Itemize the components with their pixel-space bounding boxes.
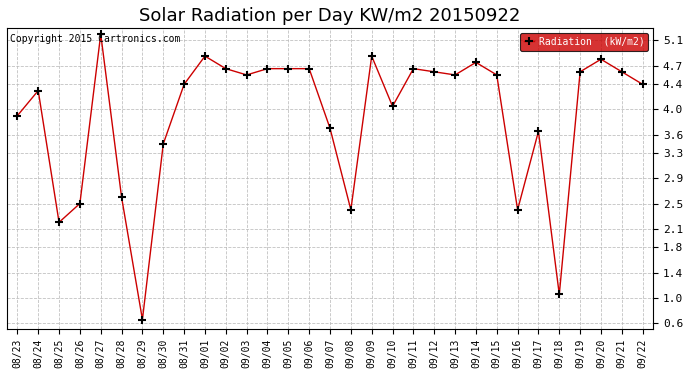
Text: Copyright 2015 Cartronics.com: Copyright 2015 Cartronics.com [10, 34, 181, 44]
Title: Solar Radiation per Day KW/m2 20150922: Solar Radiation per Day KW/m2 20150922 [139, 7, 521, 25]
Legend: Radiation  (kW/m2): Radiation (kW/m2) [520, 33, 648, 51]
